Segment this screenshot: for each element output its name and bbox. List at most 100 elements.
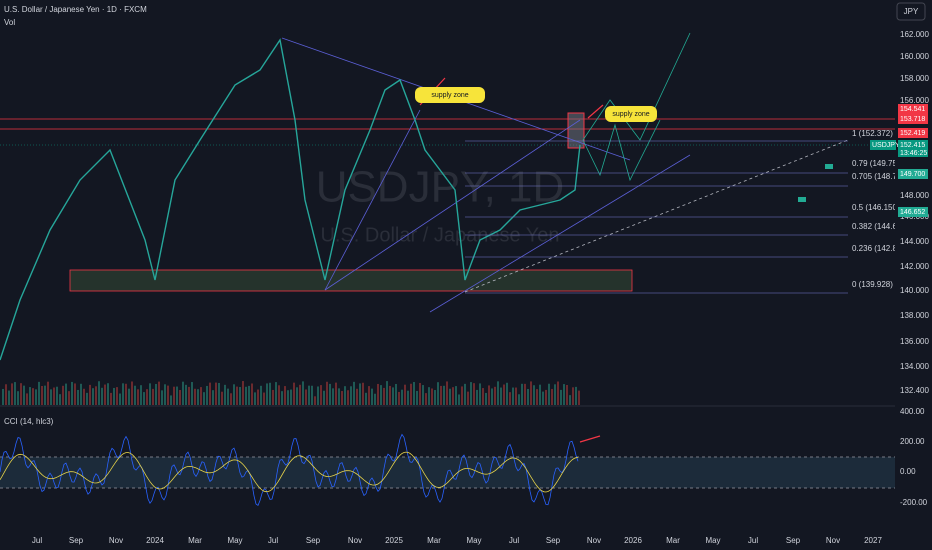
volume-bar bbox=[140, 385, 142, 405]
volume-bar bbox=[98, 381, 100, 405]
volume-bar bbox=[41, 385, 43, 405]
volume-bar bbox=[206, 385, 208, 405]
volume-bar bbox=[278, 385, 280, 405]
cci-axis-label: -200.00 bbox=[900, 498, 928, 507]
volume-bar bbox=[362, 382, 364, 405]
cci-signal bbox=[0, 451, 579, 493]
volume-bar bbox=[389, 385, 391, 405]
volume-bar bbox=[500, 387, 502, 405]
time-label: Mar bbox=[666, 536, 680, 545]
volume-bar bbox=[260, 385, 262, 405]
volume-bar bbox=[464, 383, 466, 405]
header-title: U.S. Dollar / Japanese Yen · 1D · FXCM bbox=[4, 5, 147, 14]
volume-bar bbox=[545, 389, 547, 405]
volume-bar bbox=[335, 382, 337, 405]
volume-bar bbox=[491, 388, 493, 405]
volume-bar bbox=[320, 385, 322, 405]
time-label: Mar bbox=[188, 536, 202, 545]
volume-bar bbox=[548, 383, 550, 405]
volume-bar bbox=[404, 384, 406, 405]
volume-bar bbox=[149, 383, 151, 405]
time-label: May bbox=[466, 536, 481, 545]
volume-bar bbox=[527, 388, 529, 405]
volume-bar bbox=[458, 394, 460, 405]
time-label: Jul bbox=[32, 536, 42, 545]
volume-bar bbox=[116, 387, 118, 405]
volume-bar bbox=[398, 391, 400, 405]
volume-bar bbox=[533, 385, 535, 405]
price-marker-label: 154.541 bbox=[900, 106, 925, 113]
volume-bar bbox=[11, 383, 13, 405]
volume-bar bbox=[128, 388, 130, 405]
volume-bar bbox=[329, 383, 331, 405]
volume-bar bbox=[200, 387, 202, 405]
annotation-box bbox=[415, 87, 485, 103]
volume-bar bbox=[47, 381, 49, 405]
volume-bar bbox=[38, 381, 40, 405]
volume-bar bbox=[359, 383, 361, 405]
volume-bar bbox=[65, 383, 67, 405]
volume-bar bbox=[83, 388, 85, 405]
volume-bar bbox=[380, 385, 382, 405]
price-label: 158.000 bbox=[900, 74, 929, 83]
time-label: Jul bbox=[268, 536, 278, 545]
axes: 162.000160.000158.000156.000148.000146.0… bbox=[32, 30, 930, 545]
volume-bar bbox=[503, 384, 505, 405]
volume-bar bbox=[95, 386, 97, 405]
volume-bar bbox=[563, 384, 565, 405]
volume-bar bbox=[125, 383, 127, 405]
volume-bar bbox=[524, 383, 526, 405]
currency[interactable]: JPY bbox=[904, 7, 919, 16]
volume-bars bbox=[2, 381, 580, 405]
time-label: Sep bbox=[306, 536, 321, 545]
fib-label: 0.79 (149.759) bbox=[852, 159, 904, 168]
volume-bar bbox=[2, 388, 4, 405]
volume-bar bbox=[425, 393, 427, 405]
volume-bar bbox=[341, 391, 343, 405]
volume-bar bbox=[521, 383, 523, 405]
price-marker bbox=[898, 207, 928, 217]
currency-button[interactable] bbox=[896, 2, 926, 21]
volume-bar bbox=[251, 383, 253, 405]
volume-bar bbox=[530, 381, 532, 405]
volume-bar bbox=[452, 387, 454, 405]
fib-label: 0.236 (142.865) bbox=[852, 244, 909, 253]
time-label: Jul bbox=[509, 536, 519, 545]
cci-line bbox=[0, 433, 579, 507]
fib-label: 0 (139.928) bbox=[852, 280, 893, 289]
volume-bar bbox=[14, 382, 16, 405]
time-label: Nov bbox=[109, 536, 123, 545]
volume-bar bbox=[308, 385, 310, 405]
volume-bar bbox=[461, 386, 463, 405]
volume-bar bbox=[182, 381, 184, 405]
volume-bar bbox=[317, 386, 319, 405]
volume-bar bbox=[17, 391, 19, 405]
volume-bar bbox=[296, 387, 298, 405]
price-marker bbox=[898, 149, 928, 157]
volume-bar bbox=[470, 382, 472, 405]
volume-bar bbox=[185, 384, 187, 405]
volume-bar bbox=[554, 384, 556, 405]
volume-bar bbox=[569, 395, 571, 405]
volume-bar bbox=[191, 382, 193, 405]
volume-bar bbox=[350, 386, 352, 405]
volume-bar bbox=[575, 386, 577, 405]
volume-bar bbox=[272, 389, 274, 405]
price-label: 148.000 bbox=[900, 191, 929, 200]
volume-bar bbox=[92, 388, 94, 405]
volume-bar bbox=[560, 389, 562, 405]
volume-bar bbox=[422, 385, 424, 405]
volume-bar bbox=[152, 388, 154, 405]
volume-bar bbox=[488, 385, 490, 405]
volume-bar bbox=[293, 382, 295, 405]
price-label: 162.000 bbox=[900, 30, 929, 39]
volume-bar bbox=[113, 387, 115, 405]
cci-axis-label: 400.00 bbox=[900, 407, 925, 416]
volume-bar bbox=[104, 384, 106, 405]
volume-bar bbox=[383, 387, 385, 405]
volume-bar bbox=[482, 388, 484, 405]
volume-bar bbox=[101, 387, 103, 405]
volume-bar bbox=[59, 394, 61, 405]
volume-bar bbox=[20, 383, 22, 405]
